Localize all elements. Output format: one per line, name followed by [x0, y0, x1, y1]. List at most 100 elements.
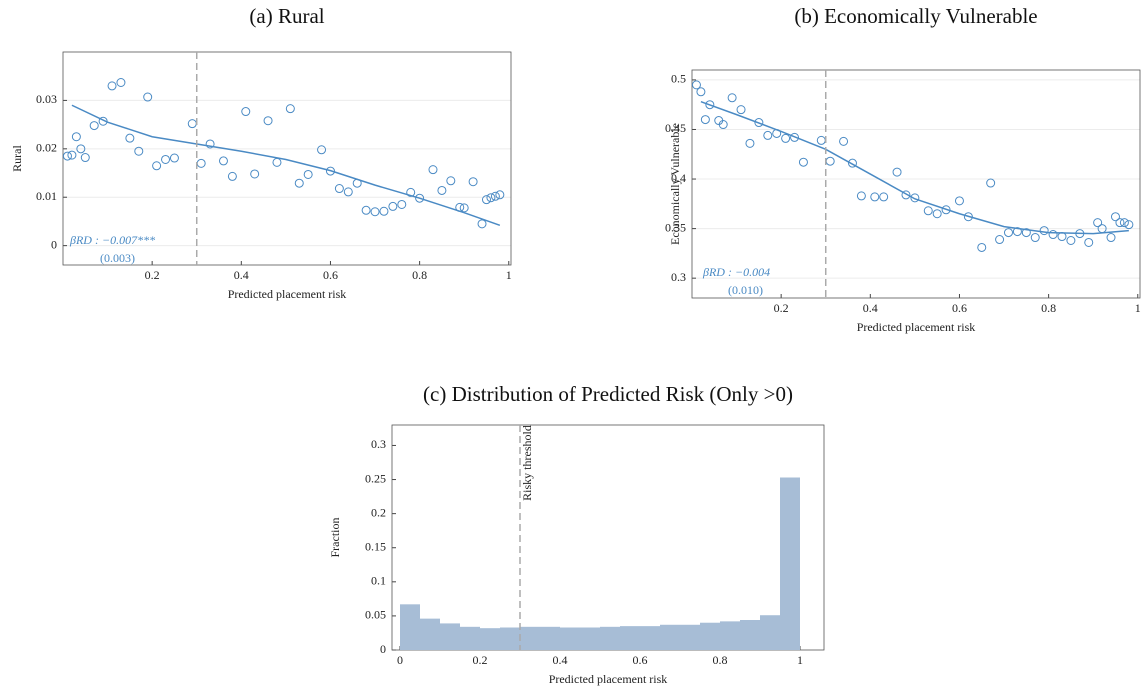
scatter-point — [415, 193, 425, 203]
scatter-point — [459, 203, 469, 213]
scatter-point — [187, 119, 197, 129]
histogram-bar — [660, 624, 680, 650]
scatter-point — [303, 169, 313, 179]
scatter-point — [763, 130, 773, 140]
y-tick-label: 0 — [380, 642, 386, 656]
plot-frame — [62, 51, 512, 266]
scatter-point — [379, 206, 389, 216]
scatter-point — [169, 153, 179, 163]
y-tick-label: 0.15 — [365, 539, 386, 553]
scatter-point — [754, 118, 764, 128]
scatter-point — [892, 167, 902, 177]
x-tick-label: 0.2 — [145, 268, 160, 282]
chart-title: (b) Economically Vulnerable — [794, 4, 1037, 28]
scatter-point — [468, 177, 478, 187]
scatter-point — [825, 156, 835, 166]
scatter-point — [205, 139, 215, 149]
chart-title: (a) Rural — [249, 4, 324, 28]
scatter-point — [1115, 218, 1125, 228]
scatter-point — [490, 191, 500, 201]
scatter-point — [116, 77, 126, 87]
plot-frame — [391, 424, 825, 651]
scatter-point — [691, 80, 701, 90]
scatter-point — [76, 144, 86, 154]
x-axis-label: Predicted placement risk — [228, 287, 347, 301]
histogram-bar — [720, 621, 740, 650]
scatter-point — [125, 133, 135, 143]
x-tick-label: 1 — [506, 268, 512, 282]
scatter-point — [856, 191, 866, 201]
scatter-point — [370, 207, 380, 217]
scatter-point — [481, 195, 491, 205]
x-tick-label: 0.6 — [633, 653, 648, 667]
scatter-point — [241, 107, 251, 117]
scatter-point — [71, 132, 81, 142]
scatter-point — [1030, 233, 1040, 243]
y-axis-label: Rural — [10, 145, 24, 172]
scatter-point — [798, 157, 808, 167]
scatter-point — [285, 104, 295, 114]
scatter-point — [1124, 220, 1134, 230]
x-tick-label: 0.4 — [234, 268, 249, 282]
scatter-point — [1003, 228, 1013, 238]
fit-line — [700, 101, 1129, 235]
scatter-point — [816, 135, 826, 145]
histogram-bar — [780, 477, 800, 650]
scatter-point — [1110, 212, 1120, 222]
x-tick-label: 0 — [397, 653, 403, 667]
scatter-point — [388, 201, 398, 211]
scatter-point — [696, 87, 706, 97]
scatter-point — [134, 146, 144, 156]
scatter-point — [1048, 230, 1058, 240]
fit-line — [71, 104, 501, 227]
scatter-point — [143, 92, 153, 102]
y-axis-label: Fraction — [328, 518, 342, 558]
histogram-bar — [620, 626, 640, 650]
scatter-point — [923, 206, 933, 216]
scatter-point — [736, 105, 746, 115]
annotation: βRD : −0.007*** — [69, 233, 155, 247]
scatter-point — [107, 81, 117, 91]
scatter-point — [196, 158, 206, 168]
threshold-label: Risky threshold — [520, 425, 534, 501]
scatter-point — [870, 192, 880, 202]
scatter-point — [932, 209, 942, 219]
histogram-bar — [440, 623, 460, 650]
y-tick-label: 0.2 — [371, 505, 386, 519]
scatter-point — [263, 116, 273, 126]
y-tick-label: 0.03 — [36, 92, 57, 106]
scatter-point — [161, 154, 171, 164]
histogram-bar — [480, 628, 500, 650]
scatter-point — [879, 192, 889, 202]
histogram-bar — [400, 604, 420, 650]
y-tick-label: 0.5 — [671, 72, 686, 86]
scatter-point — [1039, 226, 1049, 236]
x-tick-label: 0.2 — [774, 301, 789, 315]
y-tick-label: 0 — [51, 237, 57, 251]
scatter-point — [977, 242, 987, 252]
histogram-bar — [560, 627, 580, 650]
scatter-point — [67, 150, 77, 160]
scatter-point — [446, 176, 456, 186]
x-tick-label: 0.2 — [473, 653, 488, 667]
scatter-point — [910, 193, 920, 203]
x-tick-label: 0.8 — [412, 268, 427, 282]
y-tick-label: 0.25 — [365, 471, 386, 485]
scatter-point — [80, 153, 90, 163]
y-tick-label: 0.05 — [365, 608, 386, 622]
annotation: (0.010) — [728, 283, 763, 297]
x-tick-label: 0.6 — [952, 301, 967, 315]
x-tick-label: 0.8 — [713, 653, 728, 667]
scatter-point — [334, 184, 344, 194]
scatter-point — [1012, 227, 1022, 237]
histogram-bar — [540, 626, 560, 650]
y-tick-label: 0.3 — [371, 437, 386, 451]
scatter-point — [847, 158, 857, 168]
scatter-point — [486, 193, 496, 203]
plot-frame — [691, 69, 1141, 299]
x-tick-label: 1 — [1135, 301, 1141, 315]
scatter-point — [718, 120, 728, 130]
chart-title: (c) Distribution of Predicted Risk (Only… — [423, 382, 793, 406]
x-tick-label: 0.4 — [863, 301, 878, 315]
